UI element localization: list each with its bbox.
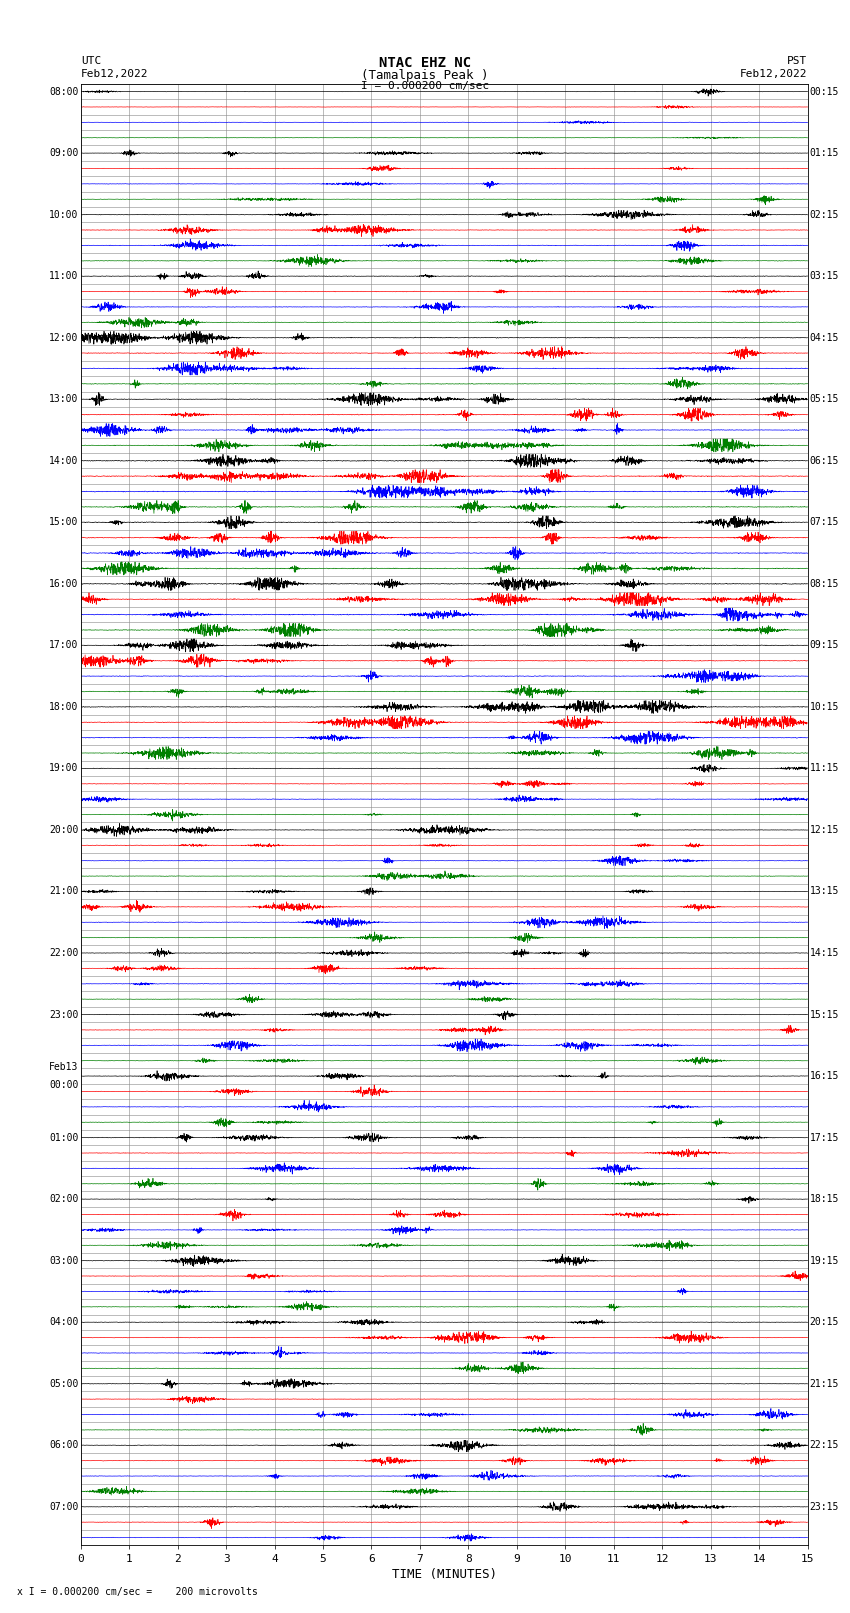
Text: 11:15: 11:15 bbox=[810, 763, 839, 773]
Text: PST: PST bbox=[787, 56, 808, 66]
Text: 12:15: 12:15 bbox=[810, 824, 839, 836]
Text: 14:00: 14:00 bbox=[49, 456, 78, 466]
Text: 12:00: 12:00 bbox=[49, 332, 78, 342]
Text: 08:00: 08:00 bbox=[49, 87, 78, 97]
Text: 21:00: 21:00 bbox=[49, 887, 78, 897]
Text: 22:00: 22:00 bbox=[49, 948, 78, 958]
Text: 18:15: 18:15 bbox=[810, 1194, 839, 1205]
Text: 09:15: 09:15 bbox=[810, 640, 839, 650]
Text: 16:00: 16:00 bbox=[49, 579, 78, 589]
Text: 13:15: 13:15 bbox=[810, 887, 839, 897]
Text: NTAC EHZ NC: NTAC EHZ NC bbox=[379, 56, 471, 69]
Text: 05:00: 05:00 bbox=[49, 1379, 78, 1389]
Text: 00:15: 00:15 bbox=[810, 87, 839, 97]
Text: 07:00: 07:00 bbox=[49, 1502, 78, 1511]
Text: 01:00: 01:00 bbox=[49, 1132, 78, 1142]
Text: I = 0.000200 cm/sec: I = 0.000200 cm/sec bbox=[361, 82, 489, 92]
Text: 09:00: 09:00 bbox=[49, 148, 78, 158]
Text: 01:15: 01:15 bbox=[810, 148, 839, 158]
Text: 03:00: 03:00 bbox=[49, 1255, 78, 1266]
Text: 20:00: 20:00 bbox=[49, 824, 78, 836]
Text: 10:00: 10:00 bbox=[49, 210, 78, 219]
Text: 00:00: 00:00 bbox=[49, 1081, 78, 1090]
Text: Feb13: Feb13 bbox=[49, 1061, 78, 1071]
Text: 08:15: 08:15 bbox=[810, 579, 839, 589]
Text: 21:15: 21:15 bbox=[810, 1379, 839, 1389]
Text: (Tamalpais Peak ): (Tamalpais Peak ) bbox=[361, 69, 489, 82]
X-axis label: TIME (MINUTES): TIME (MINUTES) bbox=[392, 1568, 496, 1581]
Text: 05:15: 05:15 bbox=[810, 394, 839, 405]
Text: 19:00: 19:00 bbox=[49, 763, 78, 773]
Text: 18:00: 18:00 bbox=[49, 702, 78, 711]
Text: 20:15: 20:15 bbox=[810, 1318, 839, 1327]
Text: 23:15: 23:15 bbox=[810, 1502, 839, 1511]
Text: 15:00: 15:00 bbox=[49, 518, 78, 527]
Text: 14:15: 14:15 bbox=[810, 948, 839, 958]
Text: Feb12,2022: Feb12,2022 bbox=[81, 69, 148, 79]
Text: 22:15: 22:15 bbox=[810, 1440, 839, 1450]
Text: Feb12,2022: Feb12,2022 bbox=[740, 69, 808, 79]
Text: 16:15: 16:15 bbox=[810, 1071, 839, 1081]
Text: 23:00: 23:00 bbox=[49, 1010, 78, 1019]
Text: 04:15: 04:15 bbox=[810, 332, 839, 342]
Text: UTC: UTC bbox=[81, 56, 101, 66]
Text: 17:15: 17:15 bbox=[810, 1132, 839, 1142]
Text: 10:15: 10:15 bbox=[810, 702, 839, 711]
Text: 03:15: 03:15 bbox=[810, 271, 839, 281]
Text: 17:00: 17:00 bbox=[49, 640, 78, 650]
Text: 19:15: 19:15 bbox=[810, 1255, 839, 1266]
Text: 15:15: 15:15 bbox=[810, 1010, 839, 1019]
Text: 11:00: 11:00 bbox=[49, 271, 78, 281]
Text: x I = 0.000200 cm/sec =    200 microvolts: x I = 0.000200 cm/sec = 200 microvolts bbox=[17, 1587, 258, 1597]
Text: 06:00: 06:00 bbox=[49, 1440, 78, 1450]
Text: 02:15: 02:15 bbox=[810, 210, 839, 219]
Text: 06:15: 06:15 bbox=[810, 456, 839, 466]
Text: 02:00: 02:00 bbox=[49, 1194, 78, 1205]
Text: 13:00: 13:00 bbox=[49, 394, 78, 405]
Text: 04:00: 04:00 bbox=[49, 1318, 78, 1327]
Text: 07:15: 07:15 bbox=[810, 518, 839, 527]
